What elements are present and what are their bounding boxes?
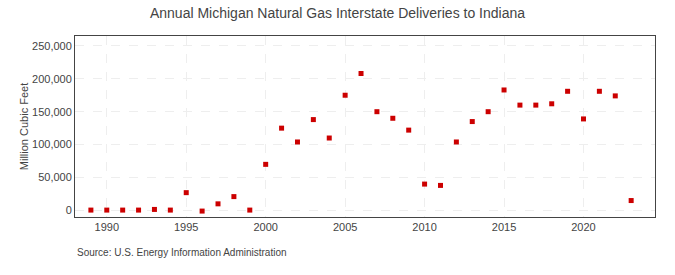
svg-text:200,000: 200,000 <box>32 73 72 85</box>
svg-text:2005: 2005 <box>333 221 357 233</box>
svg-text:2000: 2000 <box>253 221 277 233</box>
svg-text:2010: 2010 <box>412 221 436 233</box>
svg-text:2015: 2015 <box>492 221 516 233</box>
svg-text:100,000: 100,000 <box>32 138 72 150</box>
svg-text:1995: 1995 <box>174 221 198 233</box>
svg-text:Million Cubic Feet: Million Cubic Feet <box>18 83 30 170</box>
svg-text:Annual Michigan Natural Gas In: Annual Michigan Natural Gas Interstate D… <box>150 5 525 21</box>
svg-text:1990: 1990 <box>95 221 119 233</box>
svg-text:250,000: 250,000 <box>32 40 72 52</box>
svg-text:Source: U.S. Energy Informatio: Source: U.S. Energy Information Administ… <box>77 247 287 258</box>
svg-text:0: 0 <box>66 204 72 216</box>
svg-text:50,000: 50,000 <box>38 171 72 183</box>
svg-text:150,000: 150,000 <box>32 106 72 118</box>
svg-text:2020: 2020 <box>571 221 595 233</box>
